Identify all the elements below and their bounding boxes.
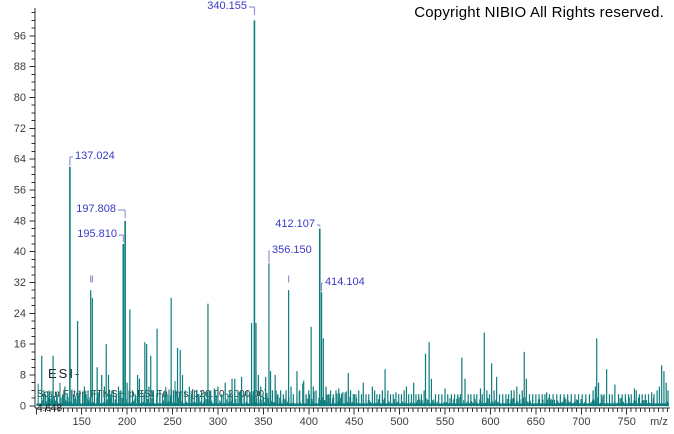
svg-text:150: 150 xyxy=(73,416,91,428)
ionization-mode-label: ESI- xyxy=(48,366,82,381)
svg-text:8: 8 xyxy=(20,369,26,381)
svg-text:48: 48 xyxy=(14,215,26,227)
svg-text:0: 0 xyxy=(20,400,26,412)
svg-text:550: 550 xyxy=(436,416,454,428)
svg-text:350: 350 xyxy=(254,416,272,428)
svg-text:64: 64 xyxy=(14,154,26,166)
svg-text:450: 450 xyxy=(345,416,363,428)
svg-text:200: 200 xyxy=(118,416,136,428)
svg-text:300: 300 xyxy=(209,416,227,428)
svg-text:40: 40 xyxy=(14,246,26,258)
retention-time-value: 4.648 xyxy=(37,403,63,414)
svg-text:56: 56 xyxy=(14,184,26,196)
svg-text:600: 600 xyxy=(481,416,499,428)
svg-text:24: 24 xyxy=(14,308,26,320)
svg-text:32: 32 xyxy=(14,277,26,289)
svg-text:500: 500 xyxy=(390,416,408,428)
svg-text:16: 16 xyxy=(14,339,26,351)
svg-text:750: 750 xyxy=(618,416,636,428)
copyright-text: Copyright NIBIO All Rights reserved. xyxy=(414,4,664,21)
svg-text:88: 88 xyxy=(14,61,26,73)
svg-text:96: 96 xyxy=(14,30,26,42)
svg-text:700: 700 xyxy=(572,416,590,428)
svg-text:400: 400 xyxy=(300,416,318,428)
svg-text:650: 650 xyxy=(527,416,545,428)
svg-text:m/z: m/z xyxy=(650,416,668,428)
svg-text:250: 250 xyxy=(163,416,181,428)
svg-text:80: 80 xyxy=(14,92,26,104)
scan-filter-text: Scan Filter: FTMS + p ESI Full ms [120.0… xyxy=(37,389,267,400)
svg-text:72: 72 xyxy=(14,123,26,135)
